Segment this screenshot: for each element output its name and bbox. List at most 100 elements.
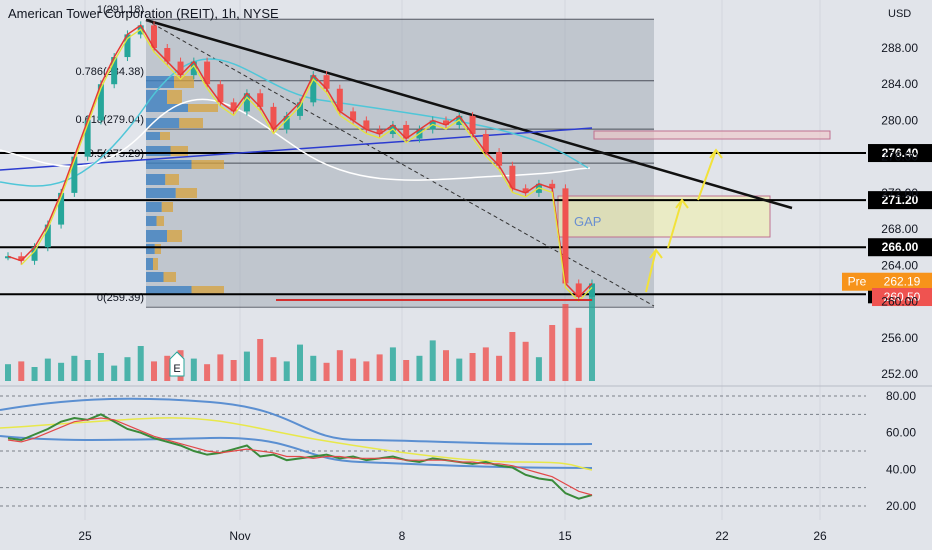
candle-body <box>562 188 569 284</box>
volume-bar <box>124 357 131 381</box>
osc-lower-band <box>0 435 593 469</box>
volume-bar <box>230 360 237 381</box>
volume-bar <box>270 357 277 381</box>
oscillator-axis-tick: 40.00 <box>886 462 916 476</box>
candle-body <box>71 156 78 193</box>
volume-bar <box>71 355 78 381</box>
level-tag-text: 276.40 <box>882 146 919 160</box>
candle-body <box>84 120 91 157</box>
volume-bar <box>151 361 157 381</box>
candle-body <box>469 115 476 135</box>
volume-bar <box>482 347 489 381</box>
currency-label[interactable]: USD <box>888 8 912 20</box>
volume-profile-bar <box>154 244 161 254</box>
volume-profile-bar <box>146 146 171 156</box>
volume-profile-bar <box>146 230 167 242</box>
candle-body <box>350 111 357 121</box>
level-tag-bg <box>868 238 932 257</box>
oscillator-axis-tick: 80.00 <box>886 389 916 403</box>
volume-bar <box>217 354 224 381</box>
volume-bar <box>575 327 582 381</box>
price-axis-tick: 264.00 <box>881 258 918 272</box>
volume-profile-bar <box>160 132 170 140</box>
candle-body <box>58 192 65 225</box>
candle-body <box>310 75 317 103</box>
candle-body <box>177 61 184 76</box>
price-axis-tick: 284.00 <box>881 77 918 91</box>
volume-profile-bar <box>146 104 188 112</box>
volume-bar <box>363 361 370 381</box>
volume-bar <box>469 353 476 381</box>
volume-bar <box>5 364 11 381</box>
blue-trend-line <box>0 127 593 171</box>
volume-bar <box>204 364 211 381</box>
volume-bar <box>443 350 449 381</box>
volume-bar <box>416 355 423 381</box>
x-axis-tick: 26 <box>813 529 827 543</box>
level-tag-text: 271.20 <box>882 193 919 207</box>
price-axis-tick: 276.00 <box>881 150 918 164</box>
gap-label: GAP <box>574 214 601 229</box>
volume-profile-bar <box>146 118 180 128</box>
pre-tag-bg <box>842 272 872 291</box>
volume-profile-bar <box>163 272 176 282</box>
volume-bar <box>190 358 197 381</box>
candle-body <box>217 84 224 103</box>
resistance-zone <box>593 130 831 140</box>
candle-body <box>270 106 277 130</box>
x-axis-bg <box>0 520 932 550</box>
candle-body <box>482 134 489 153</box>
volume-bar <box>18 361 25 381</box>
volume-profile-bar <box>167 90 182 104</box>
volume-profile-bar <box>146 188 176 198</box>
volume-profile-bar <box>146 244 155 254</box>
volume-bar <box>297 344 303 381</box>
volume-profile-bar <box>191 160 224 169</box>
price-axis-tick: 280.00 <box>881 113 918 127</box>
volume-profile-bar <box>153 258 158 270</box>
osc-fast-line <box>7 413 593 500</box>
volume-profile-bar <box>146 132 160 140</box>
dashed-trend-line <box>145 19 655 307</box>
volume-bar <box>562 304 569 381</box>
candle-body <box>5 256 11 259</box>
candle-body <box>575 283 582 298</box>
price-tag-bg <box>872 272 932 291</box>
volume-profile-bar <box>146 174 166 185</box>
level-tag-bg <box>868 191 932 210</box>
ma-cyan-line <box>0 58 589 187</box>
volume-profile-bar <box>170 146 188 156</box>
candle-body <box>297 102 303 116</box>
projection-arrowhead <box>649 248 663 259</box>
price-tag-text: 262.19 <box>884 275 921 289</box>
oscillator-pane-bg <box>0 386 932 520</box>
candle-body <box>496 152 503 166</box>
candle-body <box>403 124 410 139</box>
volume-profile-bar <box>146 202 162 212</box>
x-axis-tick: 22 <box>715 529 729 543</box>
projection-arrowhead <box>675 198 689 209</box>
candle-body <box>257 93 264 107</box>
volume-profile-bar <box>167 230 182 242</box>
volume-profile-bar <box>174 76 194 88</box>
volume-profile-bar <box>146 286 192 294</box>
ma-yellow-line <box>20 28 593 302</box>
volume-bar <box>376 354 383 381</box>
candle-body <box>230 102 237 112</box>
candle-body <box>31 247 38 261</box>
currency-box[interactable] <box>885 4 913 20</box>
volume-bar <box>535 357 542 381</box>
price-tag-bg <box>872 288 932 307</box>
candle-body <box>589 283 595 298</box>
oscillator-axis-tick: 60.00 <box>886 426 916 440</box>
earnings-label: E <box>173 363 180 375</box>
x-axis-tick: 15 <box>558 529 572 543</box>
fib-level-label: 0.618(279.04) <box>76 114 145 126</box>
candle-body <box>151 25 157 48</box>
x-axis-tick: 25 <box>78 529 92 543</box>
ma-red-line <box>7 24 593 299</box>
candle-body <box>549 183 556 189</box>
price-axis-tick: 252.00 <box>881 367 918 381</box>
